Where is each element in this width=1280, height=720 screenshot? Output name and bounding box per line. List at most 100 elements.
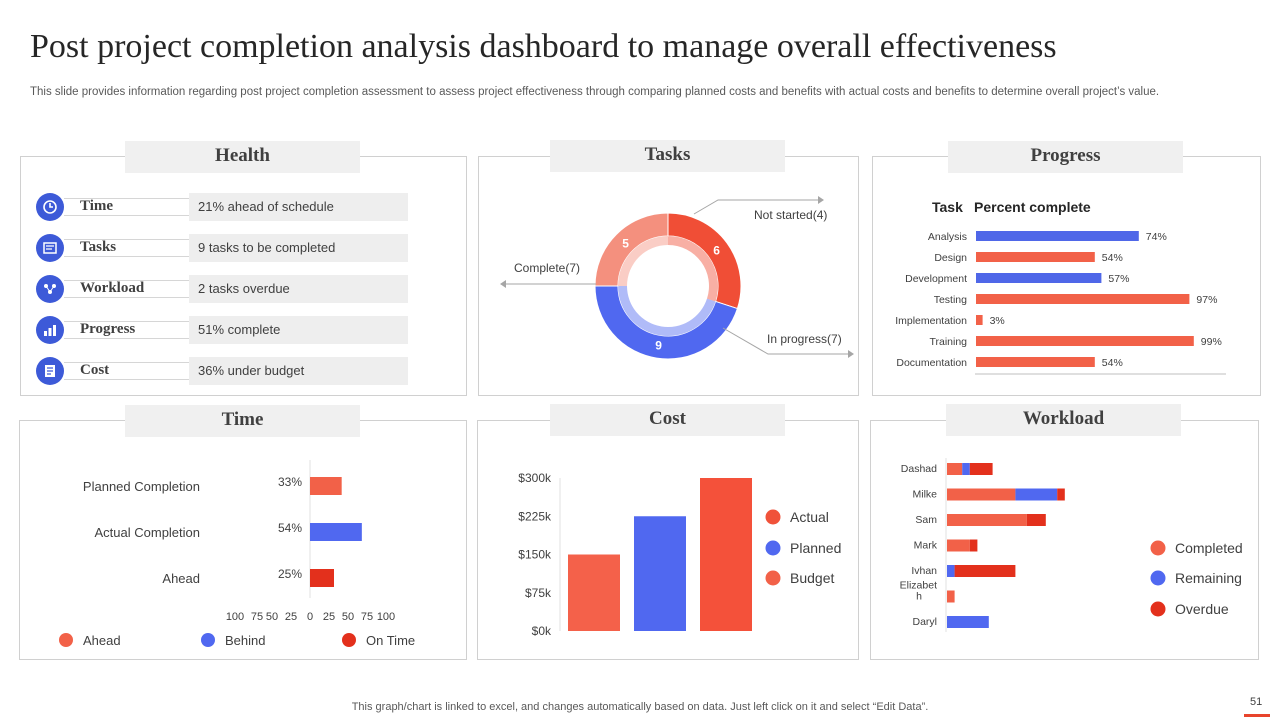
time-panel	[19, 420, 467, 660]
page-title: Post project completion analysis dashboa…	[30, 28, 1057, 65]
workload-segment-overdue	[1057, 488, 1065, 501]
cost-panel-title: Cost	[550, 404, 785, 436]
time-value-label: 25%	[278, 567, 302, 581]
cost-tick-label: $150k	[518, 548, 552, 562]
health-panel-title: Health	[125, 141, 360, 173]
legend-marker	[765, 570, 781, 586]
donut-inner-ring	[618, 286, 716, 336]
workload-segment-completed	[947, 539, 970, 552]
time-tick-label: 25	[323, 611, 335, 623]
workload-category-label: Daryl	[912, 616, 937, 628]
progress-bar	[976, 315, 983, 325]
progress-bar	[976, 294, 1190, 304]
donut-slice-in-progress	[594, 285, 739, 360]
time-category-label: Ahead	[162, 571, 200, 586]
donut-slice-complete	[594, 212, 669, 287]
workload-segment-completed	[947, 463, 963, 475]
workload-panel	[870, 420, 1259, 660]
health-row-time: Time 21% ahead of schedule	[36, 193, 408, 221]
legend-label: Behind	[225, 633, 265, 648]
health-value: 51% complete	[189, 316, 408, 344]
progress-category-label: Implementation	[895, 315, 967, 327]
progress-bar-chart: Task Percent complete Analysis 74% Design 5…	[895, 199, 1226, 375]
time-panel-title: Time	[125, 405, 360, 437]
cost-bar-budget	[700, 478, 752, 631]
callout-complete: Complete(7)	[514, 261, 580, 275]
tasks-donut-chart: 6 9 5 Not started(4) In progress(7) Comple…	[500, 196, 854, 360]
progress-value-label: 97%	[1196, 294, 1217, 306]
donut-data-label: 5	[622, 237, 629, 251]
time-tick-label: 50	[266, 611, 278, 623]
cost-bar-chart: $0k $75k $150k $225k $300k Actual Planned Budg…	[518, 471, 841, 638]
time-category-label: Actual Completion	[95, 525, 201, 540]
workload-segment-overdue	[954, 565, 1016, 577]
legend-marker	[765, 509, 781, 525]
cost-bar-actual	[568, 554, 620, 631]
legend-label: Ahead	[83, 633, 121, 648]
cost-icon	[36, 357, 64, 385]
health-value: 9 tasks to be completed	[189, 234, 408, 262]
donut-inner-ring	[668, 236, 718, 302]
time-tick-label: 100	[226, 611, 244, 623]
progress-bar	[976, 336, 1194, 346]
health-row-cost: Cost 36% under budget	[36, 357, 408, 385]
time-tick-label: 75	[251, 611, 263, 623]
workload-segment-remaining	[962, 463, 970, 475]
workload-category-label: Elizabet	[900, 580, 937, 592]
workload-icon	[36, 275, 64, 303]
workload-category-label: Milke	[912, 489, 937, 501]
page-number: 51	[1250, 696, 1263, 708]
health-row-tasks: Tasks 9 tasks to be completed	[36, 234, 408, 262]
health-value: 21% ahead of schedule	[189, 193, 408, 221]
legend-label: Actual	[790, 509, 829, 525]
progress-category-label: Analysis	[928, 231, 967, 243]
workload-category-label: Ivhan	[911, 565, 937, 577]
progress-category-label: Documentation	[896, 357, 967, 369]
callout-not-started: Not started(4)	[754, 208, 827, 222]
health-value: 36% under budget	[189, 357, 408, 385]
donut-data-label: 9	[655, 338, 662, 352]
workload-category-label: Dashad	[901, 463, 937, 475]
cost-tick-label: $225k	[518, 509, 552, 523]
callout-in-progress: In progress(7)	[767, 332, 842, 346]
progress-category-label: Development	[905, 273, 967, 285]
workload-category-label: Mark	[914, 540, 938, 552]
health-row-progress: Progress 51% complete	[36, 316, 408, 344]
legend-marker	[1150, 601, 1166, 617]
progress-value-label: 3%	[990, 315, 1005, 327]
time-tick-label: 75	[361, 611, 373, 623]
tasks-icon	[36, 234, 64, 262]
progress-value-label: 54%	[1102, 357, 1123, 369]
progress-value-label: 57%	[1108, 273, 1129, 285]
legend-label: Planned	[790, 540, 841, 556]
legend-label: Overdue	[1175, 601, 1229, 617]
time-category-label: Planned Completion	[83, 479, 200, 494]
progress-bar	[976, 273, 1102, 283]
legend-marker	[59, 633, 73, 647]
workload-category-label: h	[916, 591, 922, 603]
page-subtitle: This slide provides information regardin…	[30, 86, 1160, 98]
progress-category-label: Design	[934, 252, 967, 264]
progress-category-label: Training	[929, 336, 967, 348]
workload-segment-overdue	[969, 463, 993, 475]
time-tick-label: 25	[285, 611, 297, 623]
legend-label: Remaining	[1175, 570, 1242, 586]
workload-category-label: Sam	[915, 514, 937, 526]
progress-bar	[976, 357, 1095, 367]
legend-marker	[1150, 570, 1166, 586]
workload-panel-title: Workload	[946, 404, 1181, 436]
time-value-label: 33%	[278, 475, 302, 489]
legend-marker	[765, 540, 781, 556]
legend-marker	[342, 633, 356, 647]
progress-panel-title: Progress	[948, 141, 1183, 173]
donut-inner-ring	[618, 236, 668, 286]
clock-icon	[36, 193, 64, 221]
time-tick-label: 100	[377, 611, 395, 623]
workload-segment-remaining	[947, 565, 955, 577]
progress-bar	[976, 231, 1139, 241]
workload-segment-completed	[947, 488, 1016, 501]
progress-value-label: 74%	[1146, 231, 1167, 243]
tasks-panel-title: Tasks	[550, 140, 785, 172]
workload-segment-completed	[947, 514, 1027, 526]
